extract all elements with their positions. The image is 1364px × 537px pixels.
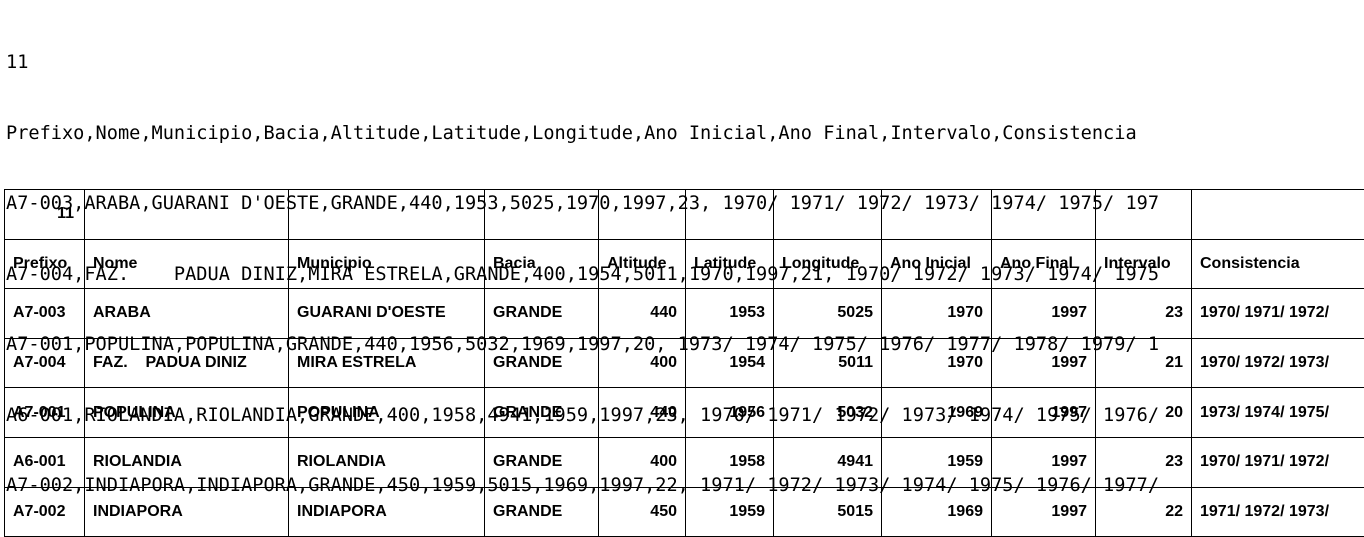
record-count-cell[interactable]: 11 xyxy=(4,189,85,240)
intervalo-cell[interactable]: 21 xyxy=(1095,337,1192,389)
longitude-cell[interactable]: 5015 xyxy=(773,486,882,537)
empty-cell[interactable] xyxy=(288,189,485,240)
table-row: A7-001 POPULINA POPULINA GRANDE 440 1956… xyxy=(4,387,1364,438)
consistencia-cell[interactable]: 1970/ 1972/ 1973/ xyxy=(1191,337,1364,389)
header-cell-prefixo[interactable]: Prefixo xyxy=(4,238,85,290)
header-cell-intervalo[interactable]: Intervalo xyxy=(1095,238,1192,290)
nome-cell[interactable]: POPULINA xyxy=(84,387,289,438)
ano-final-cell[interactable]: 1997 xyxy=(991,436,1096,488)
intervalo-cell[interactable]: 23 xyxy=(1095,288,1192,339)
latitude-cell[interactable]: 1953 xyxy=(685,288,774,339)
latitude-cell[interactable]: 1954 xyxy=(685,337,774,389)
bacia-cell[interactable]: GRANDE xyxy=(484,436,599,488)
ano-inicial-cell[interactable]: 1959 xyxy=(881,436,992,488)
empty-cell[interactable] xyxy=(881,189,992,240)
ano-inicial-cell[interactable]: 1969 xyxy=(881,387,992,438)
longitude-cell[interactable]: 4941 xyxy=(773,436,882,488)
prefixo-cell[interactable]: A7-001 xyxy=(4,387,85,438)
nome-cell[interactable]: FAZ. PADUA DINIZ xyxy=(84,337,289,389)
header-cell-nome[interactable]: Nome xyxy=(84,238,289,290)
ano-final-cell[interactable]: 1997 xyxy=(991,288,1096,339)
header-cell-latitude[interactable]: Latitude xyxy=(685,238,774,290)
ano-inicial-cell[interactable]: 1969 xyxy=(881,486,992,537)
nome-cell[interactable]: RIOLANDIA xyxy=(84,436,289,488)
prefixo-cell[interactable]: A7-004 xyxy=(4,337,85,389)
altitude-cell[interactable]: 400 xyxy=(598,337,686,389)
header-cell-municipio[interactable]: Municipio xyxy=(288,238,485,290)
latitude-cell[interactable]: 1959 xyxy=(685,486,774,537)
bacia-cell[interactable]: GRANDE xyxy=(484,337,599,389)
municipio-cell[interactable]: RIOLANDIA xyxy=(288,436,485,488)
empty-cell[interactable] xyxy=(484,189,599,240)
latitude-cell[interactable]: 1958 xyxy=(685,436,774,488)
header-cell-consistencia[interactable]: Consistencia xyxy=(1191,238,1364,290)
header-cell-altitude[interactable]: Altitude xyxy=(598,238,686,290)
header-cell-longitude[interactable]: Longitude xyxy=(773,238,882,290)
spreadsheet-table: 11 Prefixo Nome Municipio Bacia Altitude… xyxy=(4,189,1364,537)
latitude-cell[interactable]: 1956 xyxy=(685,387,774,438)
ano-final-cell[interactable]: 1997 xyxy=(991,387,1096,438)
empty-cell[interactable] xyxy=(598,189,686,240)
ano-final-cell[interactable]: 1997 xyxy=(991,486,1096,537)
longitude-cell[interactable]: 5025 xyxy=(773,288,882,339)
consistencia-cell[interactable]: 1970/ 1971/ 1972/ xyxy=(1191,436,1364,488)
header-cell-bacia[interactable]: Bacia xyxy=(484,238,599,290)
empty-cell[interactable] xyxy=(773,189,882,240)
consistencia-cell[interactable]: 1973/ 1974/ 1975/ xyxy=(1191,387,1364,438)
table-row: A6-001 RIOLANDIA RIOLANDIA GRANDE 400 19… xyxy=(4,436,1364,488)
table-row: A7-002 INDIAPORA INDIAPORA GRANDE 450 19… xyxy=(4,486,1364,537)
raw-line: Prefixo,Nome,Municipio,Bacia,Altitude,La… xyxy=(6,122,1137,144)
bacia-cell[interactable]: GRANDE xyxy=(484,387,599,438)
nome-cell[interactable]: INDIAPORA xyxy=(84,486,289,537)
intervalo-cell[interactable]: 22 xyxy=(1095,486,1192,537)
ano-inicial-cell[interactable]: 1970 xyxy=(881,288,992,339)
altitude-cell[interactable]: 450 xyxy=(598,486,686,537)
spreadsheet-table-container: 11 Prefixo Nome Municipio Bacia Altitude… xyxy=(4,189,1364,537)
header-cell-ano-inicial[interactable]: Ano Inicial xyxy=(881,238,992,290)
bacia-cell[interactable]: GRANDE xyxy=(484,486,599,537)
table-row: A7-004 FAZ. PADUA DINIZ MIRA ESTRELA GRA… xyxy=(4,337,1364,389)
municipio-cell[interactable]: POPULINA xyxy=(288,387,485,438)
consistencia-cell[interactable]: 1971/ 1972/ 1973/ xyxy=(1191,486,1364,537)
empty-cell[interactable] xyxy=(1095,189,1192,240)
municipio-cell[interactable]: GUARANI D'OESTE xyxy=(288,288,485,339)
intervalo-cell[interactable]: 23 xyxy=(1095,436,1192,488)
prefixo-cell[interactable]: A7-003 xyxy=(4,288,85,339)
empty-cell[interactable] xyxy=(685,189,774,240)
header-row: Prefixo Nome Municipio Bacia Altitude La… xyxy=(4,238,1364,290)
longitude-cell[interactable]: 5032 xyxy=(773,387,882,438)
municipio-cell[interactable]: INDIAPORA xyxy=(288,486,485,537)
altitude-cell[interactable]: 440 xyxy=(598,387,686,438)
consistencia-cell[interactable]: 1970/ 1971/ 1972/ xyxy=(1191,288,1364,339)
count-row: 11 xyxy=(4,189,1364,240)
ano-final-cell[interactable]: 1997 xyxy=(991,337,1096,389)
altitude-cell[interactable]: 440 xyxy=(598,288,686,339)
prefixo-cell[interactable]: A7-002 xyxy=(4,486,85,537)
intervalo-cell[interactable]: 20 xyxy=(1095,387,1192,438)
empty-cell[interactable] xyxy=(84,189,289,240)
ano-inicial-cell[interactable]: 1970 xyxy=(881,337,992,389)
altitude-cell[interactable]: 400 xyxy=(598,436,686,488)
empty-cell[interactable] xyxy=(1191,189,1364,240)
nome-cell[interactable]: ARABA xyxy=(84,288,289,339)
header-cell-ano-final[interactable]: Ano Final xyxy=(991,238,1096,290)
longitude-cell[interactable]: 5011 xyxy=(773,337,882,389)
raw-line: 11 xyxy=(6,52,29,73)
table-row: A7-003 ARABA GUARANI D'OESTE GRANDE 440 … xyxy=(4,288,1364,339)
empty-cell[interactable] xyxy=(991,189,1096,240)
prefixo-cell[interactable]: A6-001 xyxy=(4,436,85,488)
municipio-cell[interactable]: MIRA ESTRELA xyxy=(288,337,485,389)
bacia-cell[interactable]: GRANDE xyxy=(484,288,599,339)
table-body: 11 Prefixo Nome Municipio Bacia Altitude… xyxy=(4,189,1364,537)
